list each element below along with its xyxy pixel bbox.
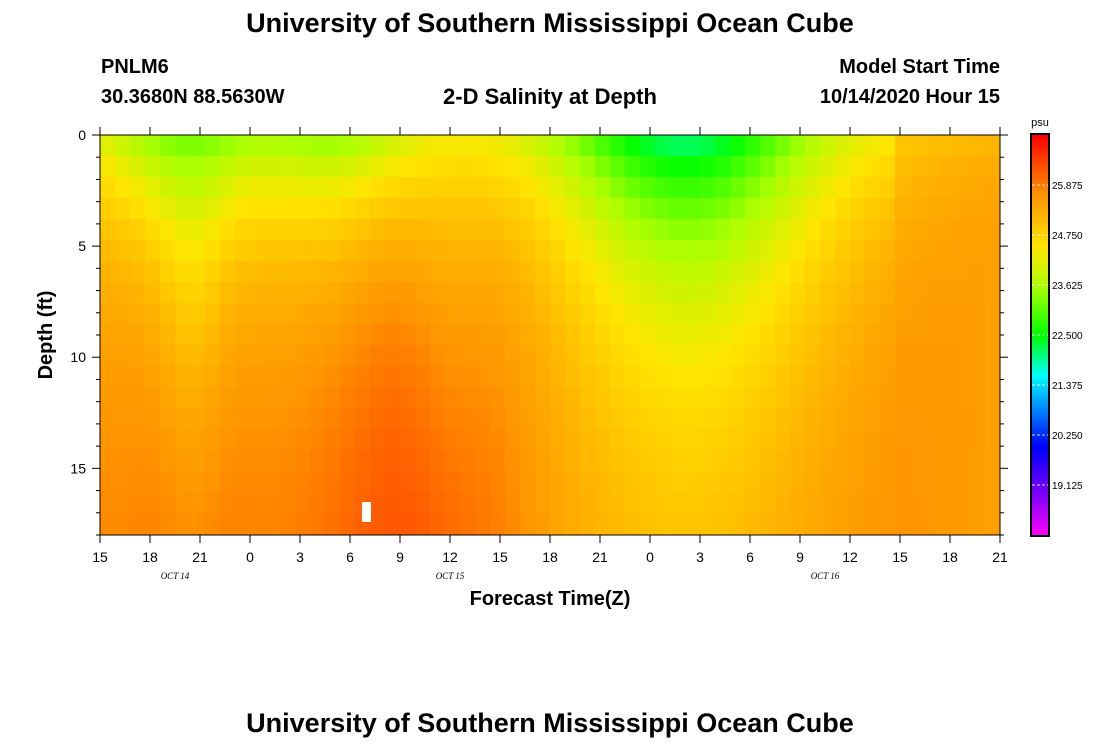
x-tick-label: 9: [796, 549, 804, 565]
x-tick-label: 0: [246, 549, 254, 565]
x-tick-label: 21: [192, 549, 208, 565]
x-tick-label: 12: [842, 549, 858, 565]
page-title: University of Southern Mississippi Ocean…: [246, 8, 854, 38]
x-tick-label: 15: [492, 549, 508, 565]
colorbar-frame: [1030, 133, 1050, 537]
x-tick-label: 3: [296, 549, 304, 565]
colorbar-tick-label: 21.375: [1052, 381, 1083, 392]
y-tick-label: 5: [78, 238, 86, 254]
data-marker: [362, 502, 371, 522]
x-tick-label: 9: [396, 549, 404, 565]
colorbar-tick-label: 20.250: [1052, 431, 1083, 442]
colorbar-tick-label: 19.125: [1052, 481, 1083, 492]
x-tick-label: 15: [892, 549, 908, 565]
plot-title: 2-D Salinity at Depth: [443, 84, 657, 109]
model-start-value: 10/14/2020 Hour 15: [819, 86, 1000, 108]
colorbar-tick-label: 22.500: [1052, 331, 1083, 342]
colorbar-tick-label: 23.625: [1052, 281, 1083, 292]
date-label: OCT 14: [161, 571, 190, 581]
page-footer-title: University of Southern Mississippi Ocean…: [246, 708, 854, 738]
x-tick-label: 18: [142, 549, 158, 565]
x-tick-label: 18: [542, 549, 558, 565]
date-label: OCT 15: [436, 571, 465, 581]
colorbar-unit: psu: [1031, 117, 1049, 129]
station-coords: 30.3680N 88.5630W: [101, 86, 285, 108]
x-axis-label: Forecast Time(Z): [470, 588, 631, 610]
x-tick-label: 18: [942, 549, 958, 565]
date-label: OCT 16: [811, 571, 840, 581]
x-tick-label: 0: [646, 549, 654, 565]
y-axis-label: Depth (ft): [35, 291, 57, 380]
y-tick-label: 0: [78, 127, 86, 143]
x-tick-label: 15: [92, 549, 108, 565]
x-tick-label: 6: [346, 549, 354, 565]
x-tick-label: 6: [746, 549, 754, 565]
model-start-label: Model Start Time: [839, 56, 1000, 78]
plot-frame: [99, 134, 1001, 536]
x-tick-label: 12: [442, 549, 458, 565]
x-tick-label: 3: [696, 549, 704, 565]
y-tick-label: 15: [70, 460, 86, 476]
salinity-heatmap: [100, 135, 1000, 535]
colorbar-tick-label: 25.875: [1052, 181, 1083, 192]
x-tick-label: 21: [992, 549, 1008, 565]
station-id: PNLM6: [101, 56, 169, 78]
colorbar-tick-label: 24.750: [1052, 231, 1083, 242]
y-tick-label: 10: [70, 349, 86, 365]
x-tick-label: 21: [592, 549, 608, 565]
